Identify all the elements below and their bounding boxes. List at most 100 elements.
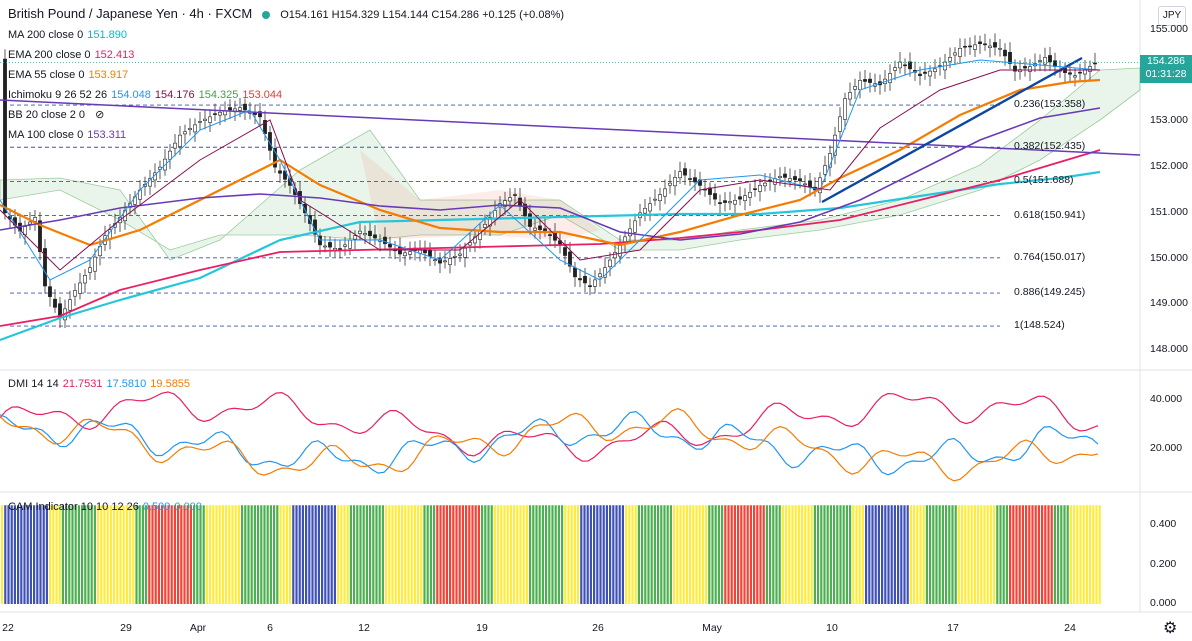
cam-bar: [849, 505, 852, 604]
candle-body: [653, 198, 657, 201]
fib-level-label: 0.618(150.941): [1014, 208, 1086, 221]
cam-bar: [605, 505, 608, 604]
indicator-label: BB 20 close 2 0: [8, 109, 86, 121]
cam-bar: [833, 505, 836, 604]
indicator-legend[interactable]: Ichimoku 9 26 52 26 154.048 154.176 154.325…: [8, 88, 286, 102]
candle-body: [598, 273, 602, 278]
candle-body: [928, 70, 932, 77]
cam-bar: [314, 505, 317, 604]
candle-body: [38, 220, 42, 253]
cam-bar: [935, 505, 938, 604]
cam-bar: [49, 505, 52, 604]
candle-body: [508, 197, 512, 202]
candle-body: [963, 45, 967, 48]
indicator-value: 19.5855: [150, 378, 191, 390]
indicator-value: 17.5810: [106, 378, 147, 390]
cam-bar: [868, 505, 871, 604]
candle-body: [1073, 75, 1077, 78]
cam-bar: [810, 505, 813, 604]
eye-off-icon[interactable]: ⊘: [95, 109, 105, 121]
candle-body: [793, 176, 797, 181]
cam-bar: [714, 505, 717, 604]
candle-body: [483, 223, 487, 228]
cam-bar: [439, 505, 442, 604]
indicator-legend[interactable]: EMA 55 close 0 153.917: [8, 68, 132, 82]
cam-bar: [733, 505, 736, 604]
cam-bar: [449, 505, 452, 604]
cam-bar: [1012, 505, 1015, 604]
cam-bar: [708, 505, 711, 604]
cam-bar: [311, 505, 314, 604]
cam-bar: [570, 505, 573, 604]
cam-bar: [1015, 505, 1018, 604]
fib-level-label: 0.886(149.245): [1014, 286, 1086, 299]
cam-bar: [1082, 505, 1085, 604]
cam-bar: [183, 505, 186, 604]
cam-bar: [138, 505, 141, 604]
cam-bar: [394, 505, 397, 604]
dmi-legend[interactable]: DMI 14 14 21.7531 17.5810 19.5855: [8, 378, 194, 390]
cam-bar: [497, 505, 500, 604]
cam-bar: [737, 505, 740, 604]
candle-body: [218, 111, 222, 116]
cam-bar: [65, 505, 68, 604]
cam-bar: [193, 505, 196, 604]
cam-bar: [932, 505, 935, 604]
cam-bar: [381, 505, 384, 604]
cam-bar: [820, 505, 823, 604]
cam-bar: [506, 505, 509, 604]
gear-icon[interactable]: ⚙: [1163, 620, 1178, 637]
currency-button[interactable]: JPY: [1158, 6, 1186, 26]
candle-body: [83, 275, 87, 284]
candle-body: [273, 148, 277, 168]
cam-bar: [365, 505, 368, 604]
candle-body: [688, 178, 692, 180]
ichimoku-tenkan-line: [0, 59, 1101, 281]
cam-bar: [285, 505, 288, 604]
cam-bar: [1085, 505, 1088, 604]
candle-body: [428, 249, 432, 257]
cam-bar: [599, 505, 602, 604]
cam-bar: [1025, 505, 1028, 604]
cam-bar: [836, 505, 839, 604]
cam-bar: [653, 505, 656, 604]
cam-bar: [781, 505, 784, 604]
candle-body: [408, 251, 412, 255]
candle-body: [203, 118, 207, 121]
cam-bar: [532, 505, 535, 604]
price-axis-label: 149.000: [1150, 297, 1188, 310]
time-axis-label: 12: [358, 622, 370, 634]
candle-body: [468, 242, 472, 246]
candle-body: [93, 256, 97, 272]
cam-axis-label: 0.000: [1150, 597, 1177, 609]
candle-body: [343, 244, 347, 247]
indicator-legend[interactable]: MA 100 close 0 153.311: [8, 128, 130, 142]
cam-bar: [1005, 505, 1008, 604]
cam-legend[interactable]: CAM Indicator 10 10 12 26 0.500 0.000: [8, 501, 206, 513]
indicator-legend[interactable]: BB 20 close 2 0 ⊘: [8, 108, 108, 122]
cam-bar: [842, 505, 845, 604]
candle-body: [243, 103, 247, 111]
cam-bar: [701, 505, 704, 604]
candle-body: [1013, 65, 1017, 72]
cam-bar: [145, 505, 148, 604]
cam-bar: [26, 505, 29, 604]
time-axis-label: May: [702, 622, 722, 634]
candle-body: [918, 73, 922, 77]
cam-bar: [759, 505, 762, 604]
ma100-line: [0, 107, 1101, 241]
candle-body: [193, 124, 197, 133]
indicator-legend[interactable]: EMA 200 close 0 152.413: [8, 48, 138, 62]
cam-bar: [900, 505, 903, 604]
cam-bar: [337, 505, 340, 604]
indicator-legend[interactable]: MA 200 close 0 151.890: [8, 28, 131, 42]
candle-body: [488, 217, 492, 227]
candle-body: [903, 64, 907, 67]
cam-bar: [109, 505, 112, 604]
indicator-value: 153.311: [87, 129, 127, 141]
candle-body: [633, 220, 637, 233]
cam-bar: [177, 505, 180, 604]
cam-bar: [961, 505, 964, 604]
ohlc-values: O154.161 H154.329 L154.144 C154.286 +0.1…: [280, 9, 565, 21]
